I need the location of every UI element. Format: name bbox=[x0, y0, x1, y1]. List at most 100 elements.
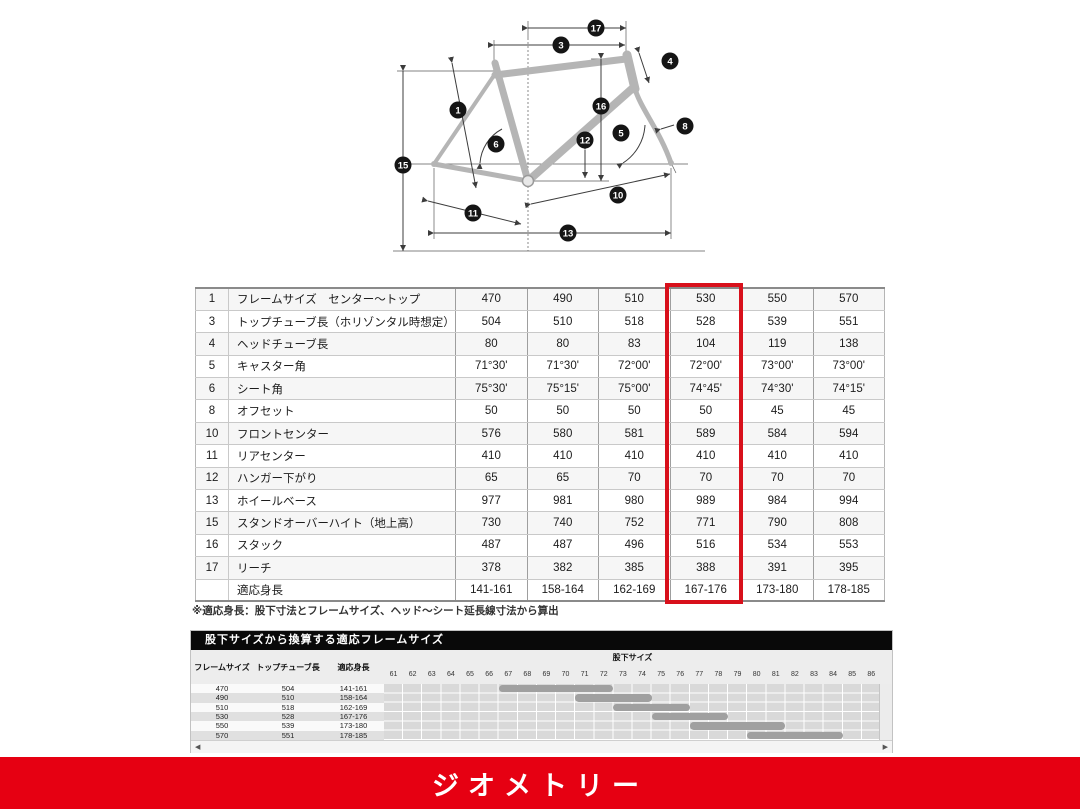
geometry-value: 45 bbox=[813, 399, 885, 423]
callout-8: 8 bbox=[682, 122, 687, 133]
geometry-value: 808 bbox=[813, 511, 885, 535]
geometry-value: 74°45' bbox=[670, 377, 742, 401]
geometry-value: 576 bbox=[455, 422, 528, 446]
inseam-size-scale: 61 62 63 64 65 66 67 68 69 70 71 72 73 74 75 76 77 78 79 80… bbox=[384, 668, 881, 682]
conversion-cell: 528 bbox=[281, 712, 295, 721]
row-number: 8 bbox=[195, 399, 229, 423]
inseam-size-tick: 76 bbox=[676, 671, 685, 678]
footnote: ※適応身長：股下寸法とフレームサイズ、ヘッド～シート延長線寸法から算出 bbox=[192, 605, 559, 617]
geometry-value: 162-169 bbox=[598, 579, 671, 602]
geometry-value: 539 bbox=[741, 310, 814, 334]
bike-geometry-diagram: 17 3 4 1 16 6 12 5 8 15 10 11 13 bbox=[383, 13, 715, 271]
inseam-size-tick: 73 bbox=[618, 671, 627, 678]
geometry-value: 74°30' bbox=[741, 377, 814, 401]
geometry-value: 487 bbox=[527, 534, 599, 558]
conversion-cell: 539 bbox=[281, 721, 295, 731]
inseam-size-tick: 67 bbox=[504, 671, 513, 678]
callout-16: 16 bbox=[596, 102, 607, 113]
geometry-value: 73°00' bbox=[741, 355, 814, 379]
geometry-value: 516 bbox=[670, 534, 742, 558]
inseam-size-tick: 78 bbox=[714, 671, 723, 678]
geometry-value: 589 bbox=[670, 422, 742, 446]
conversion-cell: 141-161 bbox=[339, 684, 368, 693]
inseam-size-tick: 84 bbox=[829, 671, 837, 678]
geometry-row: 8 オフセット 50 50 50 50 45 45 bbox=[195, 399, 885, 423]
scroll-left-icon[interactable]: ◀ bbox=[195, 744, 201, 751]
inseam-size-tick: 86 bbox=[867, 671, 876, 678]
row-number: 17 bbox=[195, 556, 229, 580]
geometry-value: 530 bbox=[670, 288, 742, 311]
inseam-size-tick: 75 bbox=[657, 671, 665, 678]
callout-15: 15 bbox=[398, 161, 409, 172]
vertical-scrollbar[interactable] bbox=[879, 684, 892, 740]
callout-6: 6 bbox=[493, 140, 498, 151]
geometry-value: 71°30' bbox=[527, 355, 599, 379]
conversion-cell: 167-176 bbox=[339, 712, 368, 721]
conversion-cell: 550 bbox=[215, 721, 229, 731]
geometry-value: 490 bbox=[527, 288, 599, 311]
callout-4: 4 bbox=[667, 57, 673, 68]
geometry-row: 適応身長 141-161 158-164 162-169 167-176 173-180 1… bbox=[195, 579, 885, 602]
geometry-value: 410 bbox=[455, 444, 528, 468]
geometry-value: 178-185 bbox=[813, 579, 885, 602]
geometry-value: 410 bbox=[741, 444, 814, 468]
geometry-value: 487 bbox=[455, 534, 528, 558]
conversion-table-title: 股下サイズから換算する適応フレームサイズ bbox=[191, 631, 892, 650]
row-label: スタンドオーバーハイト（地上高） bbox=[228, 511, 456, 535]
geometry-value: 584 bbox=[741, 422, 814, 446]
geometry-value: 730 bbox=[455, 511, 528, 535]
row-label: ヘッドチューブ長 bbox=[228, 332, 456, 356]
conversion-row: 570 551 178-185 bbox=[191, 730, 384, 740]
geometry-value: 83 bbox=[598, 332, 671, 356]
conversion-cell: 162-169 bbox=[339, 702, 368, 712]
geometry-value: 167-176 bbox=[670, 579, 742, 602]
horizontal-scrollbar[interactable]: ◀ ▶ bbox=[191, 740, 892, 753]
geometry-value: 528 bbox=[670, 310, 742, 334]
inseam-size-tick: 68 bbox=[523, 671, 532, 678]
row-number: 6 bbox=[195, 377, 229, 401]
geometry-row: 6 シート角 75°30' 75°15' 75°00' 74°45' 74°30' 74°15… bbox=[195, 377, 885, 401]
inseam-size-tick: 61 bbox=[389, 671, 398, 678]
geometry-value: 141-161 bbox=[455, 579, 528, 602]
inseam-range-bar bbox=[651, 713, 729, 721]
row-number: 5 bbox=[195, 355, 229, 379]
geometry-value: 80 bbox=[527, 332, 599, 356]
callout-12: 12 bbox=[580, 136, 591, 147]
geometry-value: 470 bbox=[455, 288, 528, 311]
inseam-size-tick: 66 bbox=[485, 671, 493, 678]
geometry-value: 173-180 bbox=[741, 579, 814, 602]
scroll-right-icon[interactable]: ▶ bbox=[882, 744, 888, 751]
inseam-size-tick: 69 bbox=[542, 671, 551, 678]
callout-17: 17 bbox=[591, 24, 602, 35]
inseam-size-tick: 79 bbox=[733, 671, 742, 678]
geometry-value: 378 bbox=[455, 556, 528, 580]
geometry-row: 17 リーチ 378 382 385 388 391 395 bbox=[195, 556, 885, 580]
geometry-value: 50 bbox=[527, 399, 599, 423]
geometry-value: 70 bbox=[813, 467, 885, 491]
inseam-size-tick: 85 bbox=[848, 671, 857, 678]
page-footer: ジオメトリー bbox=[0, 757, 1080, 809]
geometry-value: 50 bbox=[598, 399, 671, 423]
geometry-value: 410 bbox=[598, 444, 671, 468]
geometry-value: 75°15' bbox=[527, 377, 599, 401]
bike-frame-drawing: 17 3 4 1 16 6 12 5 8 15 10 11 13 bbox=[393, 19, 705, 252]
row-label: リーチ bbox=[228, 556, 456, 580]
geometry-value: 50 bbox=[455, 399, 528, 423]
inseam-size-tick: 70 bbox=[561, 671, 570, 678]
geometry-value: 75°00' bbox=[598, 377, 671, 401]
geometry-table: 1 フレームサイズ センター～トップ 470 490 510 530 550 570 3 トップチ… bbox=[195, 287, 885, 603]
geometry-row: 10 フロントセンター 576 580 581 589 584 594 bbox=[195, 422, 885, 446]
conversion-row: 550 539 173-180 bbox=[191, 721, 384, 731]
geometry-value: 977 bbox=[455, 489, 528, 513]
geometry-value: 570 bbox=[813, 288, 885, 311]
geometry-value: 551 bbox=[813, 310, 885, 334]
conversion-table-body: フレームサイズ トップチューブ長 適応身長 股下サイズ 61 62 63 64 65 66… bbox=[191, 650, 892, 753]
row-label: スタック bbox=[228, 534, 456, 558]
row-number bbox=[195, 579, 229, 602]
header-fit-height: 適応身長 bbox=[337, 662, 370, 672]
conversion-cell: 530 bbox=[215, 712, 229, 721]
row-label: 適応身長 bbox=[228, 579, 456, 602]
geometry-value: 395 bbox=[813, 556, 885, 580]
geometry-row: 13 ホイールベース 977 981 980 989 984 994 bbox=[195, 489, 885, 513]
